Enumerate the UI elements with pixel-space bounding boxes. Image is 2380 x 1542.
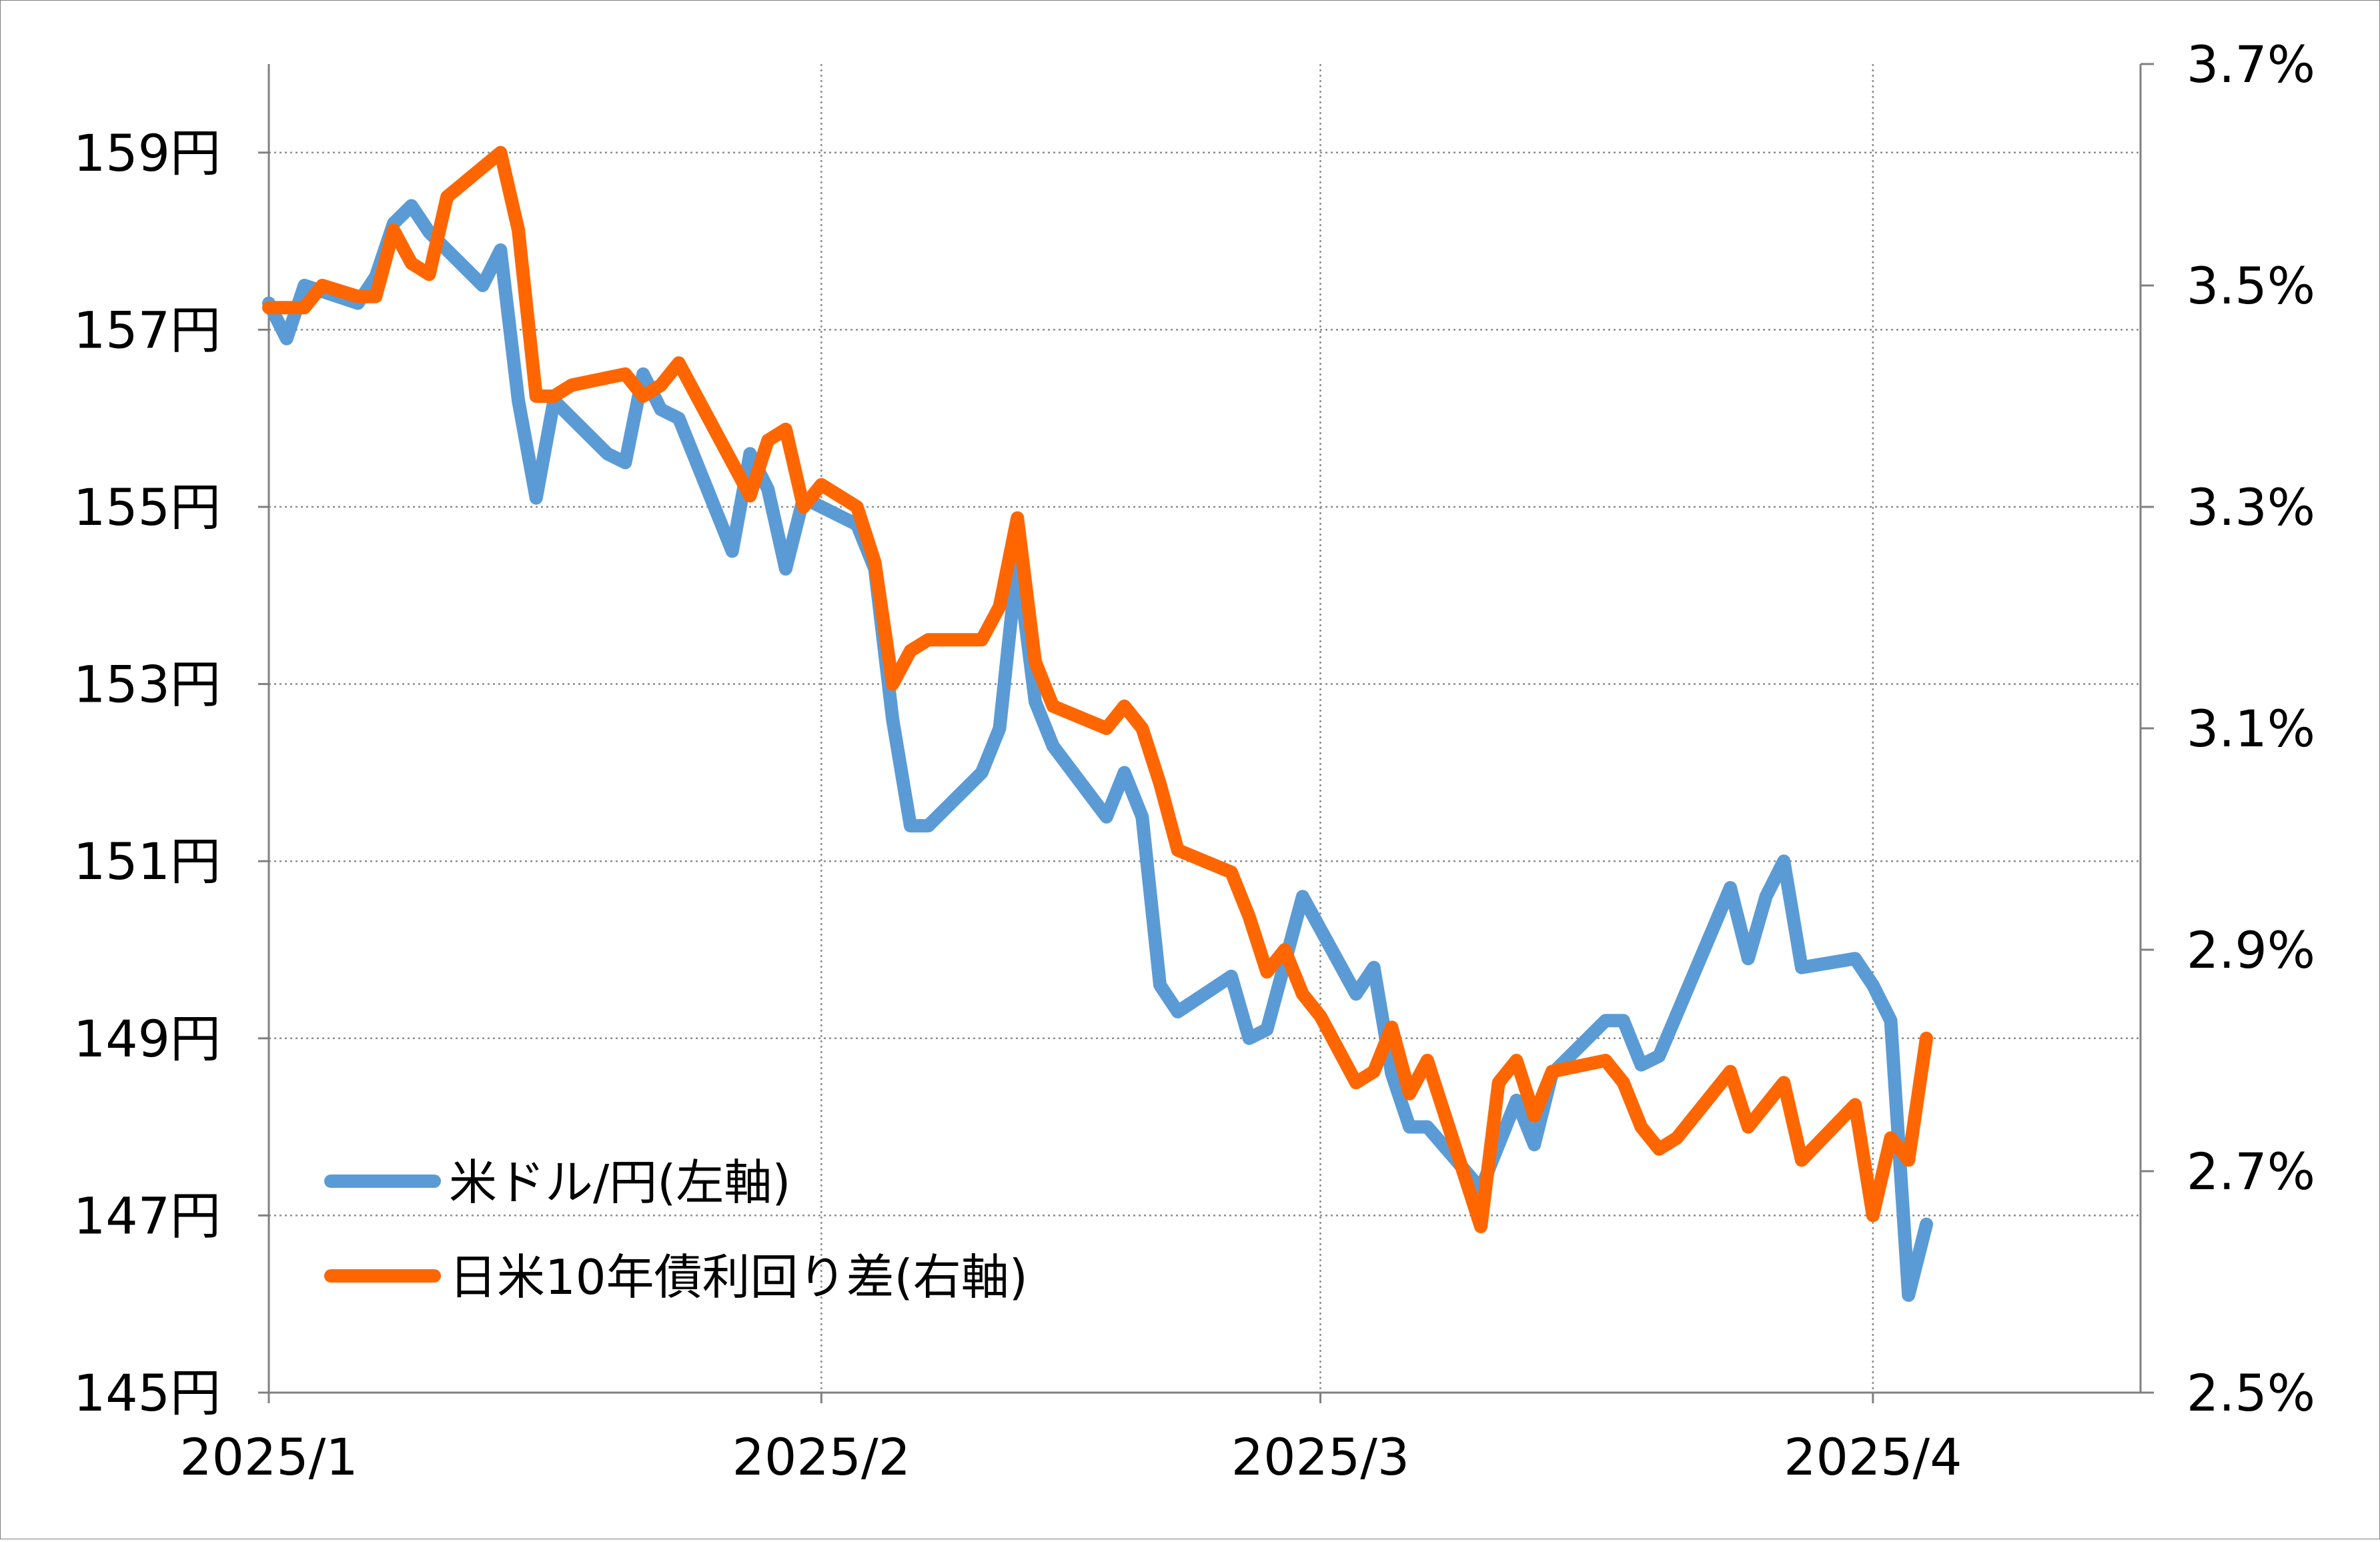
left-tick-label: 157円 [73,300,221,359]
left-tick-label: 145円 [73,1363,221,1423]
left-tick-label: 153円 [73,655,221,714]
left-tick-label: 159円 [73,123,221,183]
legend: 米ドル/円(左軸) 日米10年債利回り差(右軸) [324,1154,1028,1305]
usdjpy-line [262,199,1933,1302]
series-layer [262,145,1933,1302]
x-axis-ticks: 2025/1 2025/2 2025/3 2025/4 [179,1393,1962,1487]
right-axis-ticks: 2.5% 2.7% 2.9% 3.1% 3.3% 3.5% 3.7% [2141,35,2315,1423]
right-tick-label: 2.7% [2187,1142,2315,1201]
right-tick-label: 3.7% [2187,35,2315,94]
left-tick-label: 149円 [73,1009,221,1068]
legend-label: 日米10年債利回り差(右軸) [449,1249,1028,1305]
x-tick-label: 2025/4 [1784,1427,1962,1487]
x-tick-label: 2025/2 [732,1427,911,1487]
grid-lines [269,64,2141,1393]
x-tick-label: 2025/1 [179,1427,358,1487]
left-tick-label: 147円 [73,1186,221,1245]
right-tick-label: 2.5% [2187,1363,2315,1423]
x-tick-label: 2025/3 [1231,1427,1409,1487]
left-axis-ticks: 145円 147円 149円 151円 153円 155円 157円 159円 [73,123,269,1423]
right-tick-label: 3.1% [2187,699,2315,758]
legend-label: 米ドル/円(左軸) [449,1154,790,1211]
yield-spread-line [262,145,1933,1233]
right-tick-label: 3.5% [2187,256,2315,315]
right-tick-label: 3.3% [2187,478,2315,537]
left-tick-label: 155円 [73,478,221,537]
right-tick-label: 2.9% [2187,920,2315,980]
left-tick-label: 151円 [73,832,221,891]
